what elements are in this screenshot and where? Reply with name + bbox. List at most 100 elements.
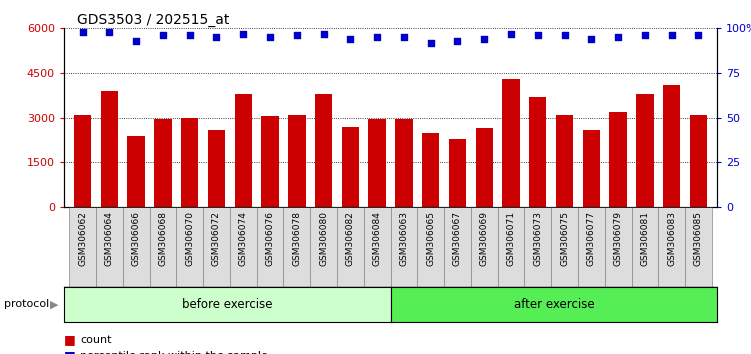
Point [612, 34, 624, 40]
Bar [74, 115, 92, 207]
Text: GSM306066: GSM306066 [131, 211, 140, 266]
Bar [208, 130, 225, 207]
FancyBboxPatch shape [418, 207, 444, 287]
Bar [369, 119, 386, 207]
Point [505, 31, 517, 36]
FancyBboxPatch shape [122, 207, 149, 287]
Point [210, 34, 222, 40]
Point [665, 33, 677, 38]
FancyBboxPatch shape [310, 207, 337, 287]
Bar [288, 115, 306, 207]
Point [184, 33, 196, 38]
FancyBboxPatch shape [230, 207, 257, 287]
Point [451, 38, 463, 44]
Text: GSM306080: GSM306080 [319, 211, 328, 266]
Text: GSM306063: GSM306063 [400, 211, 409, 266]
FancyBboxPatch shape [176, 207, 203, 287]
FancyBboxPatch shape [659, 207, 685, 287]
Text: ■: ■ [64, 333, 76, 346]
Point [478, 36, 490, 42]
Bar [475, 128, 493, 207]
Bar [529, 97, 547, 207]
Point [585, 36, 597, 42]
Text: protocol: protocol [4, 299, 49, 309]
Text: GSM306070: GSM306070 [185, 211, 195, 266]
Point [532, 33, 544, 38]
Point [104, 29, 116, 35]
Point [559, 33, 571, 38]
Bar [663, 85, 680, 207]
Bar [395, 119, 412, 207]
FancyBboxPatch shape [283, 207, 310, 287]
Text: ■: ■ [64, 349, 76, 354]
Text: percentile rank within the sample: percentile rank within the sample [80, 351, 268, 354]
Bar [128, 136, 145, 207]
Bar [689, 115, 707, 207]
Bar [609, 112, 627, 207]
Text: GSM306071: GSM306071 [506, 211, 515, 266]
Text: GSM306074: GSM306074 [239, 211, 248, 266]
Text: GSM306084: GSM306084 [372, 211, 382, 266]
Point [639, 33, 651, 38]
Bar [636, 94, 653, 207]
Point [130, 38, 142, 44]
Point [318, 31, 330, 36]
Text: before exercise: before exercise [182, 298, 273, 311]
Text: after exercise: after exercise [514, 298, 594, 311]
Bar [181, 118, 198, 207]
Bar [502, 79, 520, 207]
Text: GSM306085: GSM306085 [694, 211, 703, 266]
FancyBboxPatch shape [685, 207, 712, 287]
Text: count: count [80, 335, 112, 345]
FancyBboxPatch shape [69, 207, 96, 287]
Text: GSM306062: GSM306062 [78, 211, 87, 266]
FancyBboxPatch shape [257, 207, 283, 287]
FancyBboxPatch shape [149, 207, 176, 287]
Point [692, 33, 704, 38]
Text: GSM306083: GSM306083 [667, 211, 676, 266]
Text: GSM306076: GSM306076 [266, 211, 275, 266]
FancyBboxPatch shape [578, 207, 605, 287]
Point [424, 40, 436, 45]
FancyBboxPatch shape [498, 207, 524, 287]
Point [157, 33, 169, 38]
Bar [449, 138, 466, 207]
Text: GSM306069: GSM306069 [480, 211, 489, 266]
Bar [154, 119, 172, 207]
Text: ▶: ▶ [50, 299, 59, 309]
Point [264, 34, 276, 40]
Point [77, 29, 89, 35]
Text: GSM306072: GSM306072 [212, 211, 221, 266]
FancyBboxPatch shape [444, 207, 471, 287]
Point [398, 34, 410, 40]
Text: GSM306075: GSM306075 [560, 211, 569, 266]
FancyBboxPatch shape [632, 207, 659, 287]
Text: GSM306082: GSM306082 [346, 211, 355, 266]
Bar [583, 130, 600, 207]
Text: GSM306067: GSM306067 [453, 211, 462, 266]
Bar [261, 116, 279, 207]
Text: GSM306073: GSM306073 [533, 211, 542, 266]
FancyBboxPatch shape [337, 207, 363, 287]
FancyBboxPatch shape [363, 207, 391, 287]
Text: GSM306077: GSM306077 [587, 211, 596, 266]
Text: GSM306068: GSM306068 [158, 211, 167, 266]
Point [371, 34, 383, 40]
Text: GSM306079: GSM306079 [614, 211, 623, 266]
Text: GSM306064: GSM306064 [105, 211, 114, 266]
FancyBboxPatch shape [551, 207, 578, 287]
Text: GSM306081: GSM306081 [641, 211, 650, 266]
Bar [315, 94, 332, 207]
FancyBboxPatch shape [471, 207, 498, 287]
FancyBboxPatch shape [96, 207, 122, 287]
FancyBboxPatch shape [391, 207, 418, 287]
Bar [422, 133, 439, 207]
Bar [342, 127, 359, 207]
FancyBboxPatch shape [605, 207, 632, 287]
Bar [101, 91, 118, 207]
Text: GSM306065: GSM306065 [426, 211, 435, 266]
Text: GSM306078: GSM306078 [292, 211, 301, 266]
Point [345, 36, 357, 42]
Text: GDS3503 / 202515_at: GDS3503 / 202515_at [77, 13, 229, 27]
FancyBboxPatch shape [203, 207, 230, 287]
